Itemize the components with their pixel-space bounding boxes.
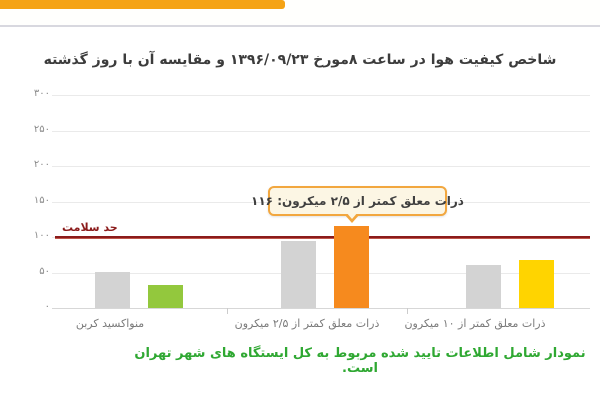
- tooltip-pointer-fill: [346, 212, 358, 219]
- bar-current-0[interactable]: [148, 285, 183, 308]
- y-axis-tick-label: ۵۰: [39, 266, 50, 277]
- y-axis-tick-label: ۲۵۰: [33, 124, 50, 135]
- category-tick: [407, 308, 408, 314]
- x-axis-category-label: ذرات معلق کمتر از ۱۰ میکرون: [404, 317, 546, 330]
- x-axis-category-label: ذرات معلق کمتر از ۲/۵ میکرون: [234, 317, 380, 330]
- gridline: [52, 273, 590, 274]
- health-limit-line: [55, 236, 590, 239]
- bar-comparison-1[interactable]: [281, 241, 316, 308]
- gridline: [52, 95, 590, 96]
- x-axis-category-label: منواکسید کربن: [75, 317, 145, 330]
- footnote: نمودار شامل اطلاعات تایید شده مربوط به ک…: [134, 346, 586, 376]
- top-loading-stripe: [0, 0, 285, 9]
- y-axis-tick-label: ۰: [44, 301, 50, 312]
- bar-comparison-0[interactable]: [95, 272, 130, 308]
- y-axis-tick-label: ۱۵۰: [33, 195, 50, 206]
- chart-title: شاخص کیفیت هوا در ساعت ۸مورخ ۱۳۹۶/۰۹/۲۳ …: [43, 52, 557, 68]
- x-axis-line: [52, 308, 590, 309]
- bar-current-1[interactable]: [334, 226, 369, 308]
- y-axis-tick-label: ۲۰۰: [33, 159, 50, 170]
- gridline: [52, 131, 590, 132]
- y-axis-tick-label: ۱۰۰: [33, 230, 50, 241]
- tooltip-callout: ذرات معلق کمتر از ۲/۵ میکرون: ۱۱۶: [251, 186, 464, 223]
- tooltip-text: ذرات معلق کمتر از ۲/۵ میکرون: ۱۱۶: [251, 194, 464, 208]
- y-axis-tick-label: ۳۰۰: [33, 88, 50, 99]
- gridline: [52, 166, 590, 167]
- health-limit-label: حد سلامت: [62, 221, 118, 234]
- category-tick: [227, 308, 228, 314]
- bar-current-2[interactable]: [519, 260, 554, 308]
- bar-comparison-2[interactable]: [466, 265, 501, 308]
